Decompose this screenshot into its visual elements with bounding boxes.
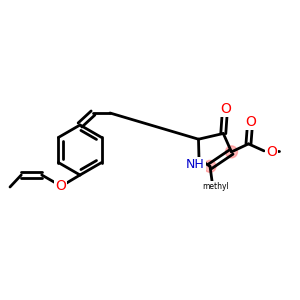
Text: O: O bbox=[220, 102, 231, 116]
Text: methyl: methyl bbox=[202, 182, 229, 191]
Text: O: O bbox=[55, 178, 66, 193]
Circle shape bbox=[204, 160, 216, 172]
Text: O: O bbox=[266, 145, 277, 159]
Text: O: O bbox=[245, 115, 256, 129]
Circle shape bbox=[226, 146, 238, 158]
Text: NH: NH bbox=[186, 158, 205, 171]
